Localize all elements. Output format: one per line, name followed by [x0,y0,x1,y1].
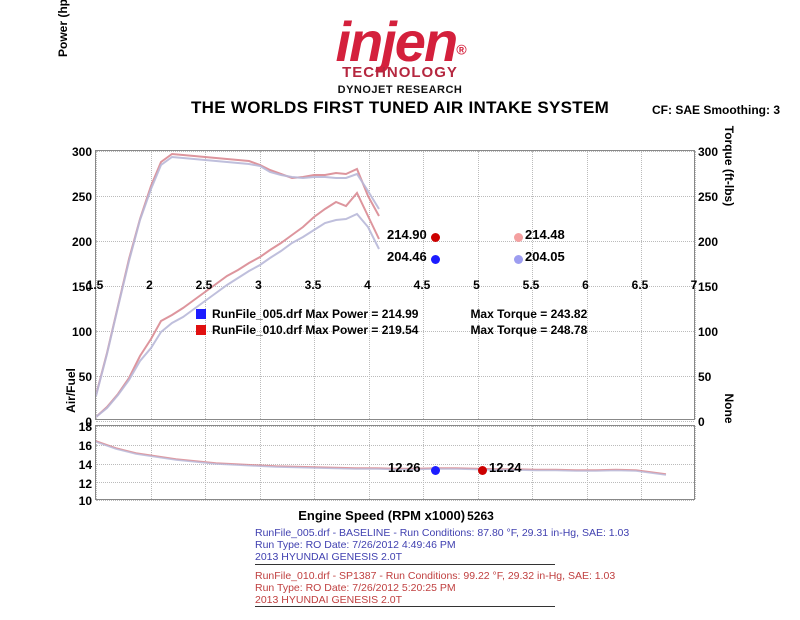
af-ytick-10: 10 [68,494,92,508]
annotation-dot-214-48 [514,233,523,242]
annotation-dot-204-46 [431,255,440,264]
annotation-204-46: 204.46 [387,249,427,264]
annotation-dot-204-05 [514,255,523,264]
annotation-214-90: 214.90 [387,227,427,242]
run-info-010: RunFile_010.drf - SP1387 - Run Condition… [255,570,615,606]
overlap-run-number: 5263 [467,509,494,523]
annotation-dot-12-26 [431,466,440,475]
af-ytick-12: 12 [68,477,92,491]
annotation-dot-214-90 [431,233,440,242]
header: injen® TECHNOLOGY DYNOJET RESEARCH THE W… [0,10,800,118]
af-axis-label: Air/Fuel [64,353,78,428]
run-info-005: RunFile_005.drf - BASELINE - Run Conditi… [255,527,629,563]
power-ytick-250: 250 [68,190,92,204]
annotation-204-05: 204.05 [525,249,565,264]
air-fuel-plot: 18 16 14 12 10 Air/Fuel None 12.26 12.24 [95,425,695,500]
cf-smoothing-label: CF: SAE Smoothing: 3 [652,103,780,117]
power-axis-label: Power (hp) [56,0,70,161]
dyno-chart-root: injen® TECHNOLOGY DYNOJET RESEARCH THE W… [0,0,800,620]
torque-ytick-250: 250 [698,190,722,204]
power-ytick-100: 100 [68,325,92,339]
torque-ytick-150: 150 [698,280,722,294]
power-torque-curves [96,151,696,421]
annotation-12-24: 12.24 [489,460,522,475]
annotation-dot-12-24 [478,466,487,475]
run-info-divider-2 [255,606,555,607]
dynojet-research-label: DYNOJET RESEARCH [0,84,800,96]
power-ytick-200: 200 [68,235,92,249]
run-info-divider-1 [255,564,555,565]
af-right-axis-label: None [722,371,736,446]
torque-ytick-200: 200 [698,235,722,249]
brand-logo: injen® TECHNOLOGY [335,14,464,81]
annotation-12-26: 12.26 [388,460,421,475]
torque-ytick-0: 0 [698,415,722,429]
torque-ytick-50: 50 [698,370,722,384]
torque-ytick-100: 100 [698,325,722,339]
af-ytick-14: 14 [68,458,92,472]
x-axis-title: Engine Speed (RPM x1000) 5263 [95,508,695,523]
power-torque-plot: 300 250 200 150 100 50 0 300 250 200 150… [95,150,695,420]
torque-ytick-300: 300 [698,145,722,159]
annotation-214-48: 214.48 [525,227,565,242]
power-ytick-300: 300 [68,145,92,159]
torque-axis-label: Torque (ft-lbs) [722,31,736,301]
af-ytick-16: 16 [68,439,92,453]
